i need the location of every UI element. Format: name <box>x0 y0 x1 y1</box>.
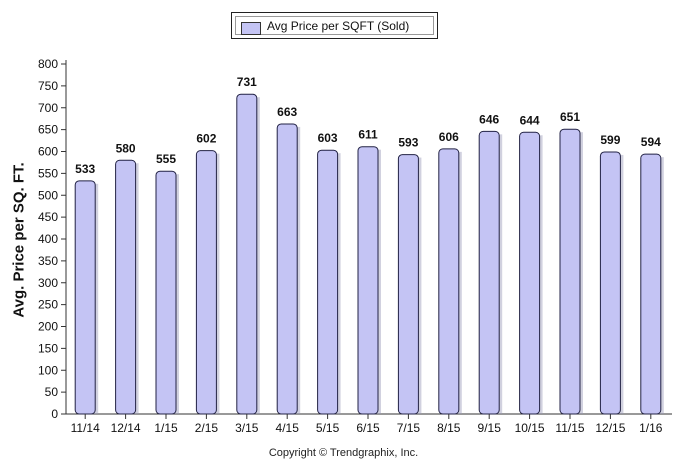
y-tick-label: 250 <box>38 298 58 312</box>
y-tick-label: 750 <box>38 79 58 93</box>
x-tick-label: 12/14 <box>111 421 141 435</box>
bar <box>478 130 500 415</box>
y-axis-label: Avg. Price per SQ. FT. <box>10 162 28 318</box>
data-label: 580 <box>116 141 136 155</box>
data-label: 644 <box>520 113 540 127</box>
bar <box>317 149 339 415</box>
data-label: 646 <box>479 112 499 126</box>
y-tick-label: 700 <box>38 101 58 115</box>
x-tick-label: 7/15 <box>397 421 421 435</box>
bar <box>276 123 298 415</box>
legend-swatch <box>241 22 261 35</box>
bar <box>74 180 96 415</box>
x-tick-label: 3/15 <box>235 421 259 435</box>
bar <box>357 146 379 415</box>
y-tick-label: 300 <box>38 276 58 290</box>
x-tick-label: 1/15 <box>154 421 178 435</box>
data-label: 593 <box>398 136 418 150</box>
data-label: 663 <box>277 105 297 119</box>
x-tick-label: 11/14 <box>71 421 100 435</box>
y-tick-label: 450 <box>38 210 58 224</box>
x-tick-label: 11/15 <box>555 421 584 435</box>
data-label: 594 <box>641 135 661 149</box>
x-tick-label: 5/15 <box>316 421 340 435</box>
bar <box>640 153 662 415</box>
data-label: 611 <box>358 128 378 142</box>
x-tick-label: 1/16 <box>639 421 663 435</box>
legend-label: Avg Price per SQFT (Sold) <box>267 19 410 33</box>
bar <box>236 93 258 415</box>
y-tick-label: 350 <box>38 254 58 268</box>
data-label: 599 <box>600 133 620 147</box>
data-label: 603 <box>318 131 338 145</box>
data-label: 555 <box>156 152 176 166</box>
y-tick-label: 200 <box>38 320 58 334</box>
x-tick-label: 8/15 <box>437 421 461 435</box>
x-tick-label: 2/15 <box>195 421 219 435</box>
y-tick-label: 600 <box>38 145 58 159</box>
x-tick-label: 12/15 <box>595 421 625 435</box>
x-tick-label: 9/15 <box>478 421 502 435</box>
bar <box>599 151 621 415</box>
x-tick-label: 10/15 <box>515 421 545 435</box>
y-tick-label: 500 <box>38 188 58 202</box>
bar <box>155 170 177 415</box>
y-tick-label: 100 <box>38 363 58 377</box>
bar <box>115 159 137 415</box>
bar <box>397 154 419 415</box>
x-tick-label: 6/15 <box>356 421 380 435</box>
data-label: 606 <box>439 130 459 144</box>
y-tick-label: 50 <box>45 385 59 399</box>
y-tick-label: 650 <box>38 123 58 137</box>
y-tick-label: 400 <box>38 232 58 246</box>
bar <box>438 148 460 415</box>
copyright-text: Copyright © Trendgraphix, Inc. <box>268 447 419 459</box>
y-tick-label: 0 <box>51 407 58 421</box>
data-label: 602 <box>196 132 216 146</box>
data-label: 651 <box>560 110 580 124</box>
data-label: 731 <box>237 75 257 89</box>
y-tick-label: 800 <box>38 57 58 71</box>
x-tick-label: 4/15 <box>276 421 300 435</box>
bar <box>195 150 217 415</box>
legend: Avg Price per SQFT (Sold) <box>231 12 438 39</box>
y-tick-label: 550 <box>38 166 58 180</box>
y-tick-label: 150 <box>38 341 58 355</box>
bar <box>519 131 541 415</box>
bar <box>559 128 581 415</box>
data-label: 533 <box>75 162 95 176</box>
